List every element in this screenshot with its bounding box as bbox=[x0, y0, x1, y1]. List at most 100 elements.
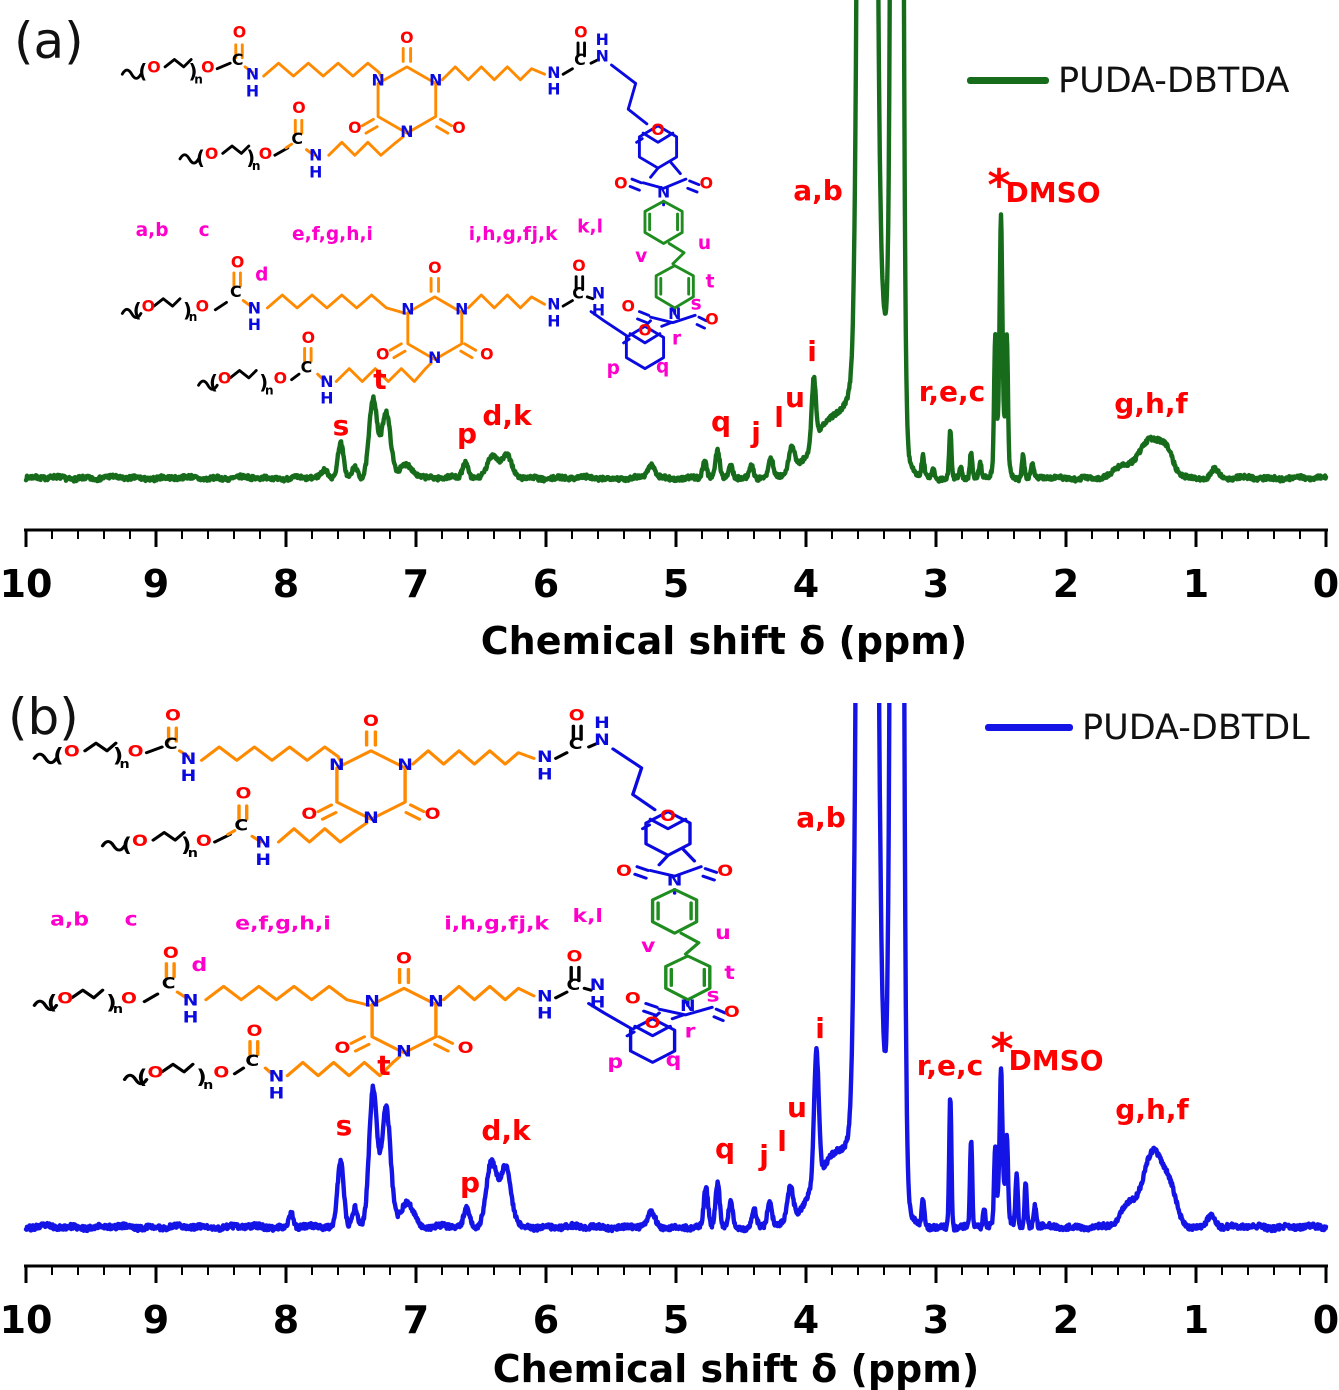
structure-atom: O bbox=[574, 23, 587, 42]
peak-label-b: d,k bbox=[481, 1114, 531, 1147]
structure-bond bbox=[100, 840, 127, 852]
structure-bond bbox=[657, 853, 670, 867]
structure-atom: N bbox=[547, 295, 560, 314]
peak-label-b: a,b bbox=[796, 801, 846, 834]
structure-atom: O bbox=[625, 990, 641, 1008]
structure-bond bbox=[688, 179, 701, 187]
structure-atom: ( bbox=[122, 834, 133, 857]
structure-bond bbox=[653, 1011, 661, 1019]
tick-label: 10 bbox=[0, 1298, 52, 1342]
structure-bond bbox=[561, 299, 574, 308]
structure-atom: O bbox=[700, 173, 713, 192]
structure-bond bbox=[650, 888, 699, 935]
structure-bond bbox=[440, 65, 546, 82]
structure-bond bbox=[152, 297, 182, 308]
tick-label: 0 bbox=[1313, 1298, 1339, 1342]
structure-bond bbox=[353, 1042, 371, 1053]
structure-bond bbox=[649, 166, 660, 179]
peak-label-b: l bbox=[777, 1125, 787, 1158]
peak-label-a: l bbox=[774, 401, 784, 434]
structure-bond bbox=[589, 58, 600, 65]
structure-atom: H bbox=[181, 767, 197, 785]
tick-label: 2 bbox=[1053, 1298, 1079, 1342]
structure-atom: ) bbox=[183, 299, 192, 322]
structure-bond bbox=[142, 992, 160, 1004]
panel-label-a: (a) bbox=[14, 12, 84, 70]
proton-annotation: e,f,g,h,i bbox=[235, 912, 331, 934]
structure-bond bbox=[657, 1005, 714, 1017]
structure-bond bbox=[641, 131, 675, 144]
structure-bond bbox=[120, 307, 143, 319]
structure-atom: O bbox=[57, 990, 73, 1008]
structure-bond bbox=[370, 986, 438, 1055]
structure-bond bbox=[645, 319, 653, 326]
structure-atom: C bbox=[164, 735, 178, 753]
structure-atom: N bbox=[657, 183, 670, 202]
structure-bond bbox=[667, 242, 686, 266]
structure-bond bbox=[285, 1055, 402, 1078]
structure-atom: N bbox=[309, 146, 322, 165]
structure-atom: O bbox=[165, 707, 181, 725]
structure-bond bbox=[463, 342, 478, 352]
structure-atom: O bbox=[616, 862, 632, 880]
structure-atom: O bbox=[724, 1003, 740, 1021]
tick-label: 10 bbox=[0, 562, 52, 606]
structure-atom: ) bbox=[113, 745, 124, 768]
peak-label-a: d,k bbox=[482, 399, 532, 432]
structure-atom: ( bbox=[47, 992, 58, 1015]
structure-bond bbox=[276, 821, 369, 844]
structure-bond bbox=[376, 65, 438, 135]
tick-label: 9 bbox=[143, 1298, 169, 1342]
structure-atom: C bbox=[569, 735, 583, 753]
structure-atom: O bbox=[205, 144, 218, 163]
structure-atom: ( bbox=[53, 745, 64, 768]
structure-atom: N bbox=[594, 731, 610, 749]
structure-bond bbox=[226, 829, 237, 836]
structure-atom: H bbox=[320, 389, 333, 408]
structure-atom: ) bbox=[189, 60, 198, 83]
structure-atom: O bbox=[235, 784, 251, 802]
structure-atom: H bbox=[594, 714, 610, 732]
structure-atom: N bbox=[255, 834, 271, 852]
structure-bond bbox=[643, 199, 684, 245]
structure-bond bbox=[587, 1002, 633, 1030]
peak-label-a: i bbox=[807, 335, 817, 368]
structure-bond bbox=[199, 745, 345, 766]
structure-bond bbox=[83, 741, 118, 753]
structure-atom: N bbox=[455, 299, 468, 318]
structure-atom: N bbox=[429, 70, 442, 89]
structure-bond bbox=[160, 1062, 195, 1074]
structure-atom: O bbox=[147, 1064, 163, 1082]
peak-label-a: t bbox=[373, 363, 387, 396]
structure-bond bbox=[459, 349, 474, 360]
structure-bond bbox=[435, 125, 450, 135]
structure-atom: C bbox=[234, 817, 248, 835]
tick-label: 1 bbox=[1183, 1298, 1209, 1342]
structure-bond bbox=[637, 310, 651, 317]
structure-atom: N bbox=[400, 122, 413, 141]
proton-annotation: d bbox=[192, 954, 208, 976]
structure-bond bbox=[660, 321, 673, 328]
tick-label: 0 bbox=[1313, 562, 1339, 606]
structure-bond bbox=[262, 61, 385, 82]
tick-label: 7 bbox=[403, 562, 429, 606]
structure-atom: O bbox=[480, 345, 493, 364]
structure-bond bbox=[640, 823, 652, 831]
structure-bond bbox=[204, 984, 371, 1007]
structure-atom: O bbox=[218, 368, 231, 387]
structure-atom: H bbox=[537, 765, 553, 783]
structure-atom: O bbox=[428, 258, 441, 277]
tick-label: 1 bbox=[1183, 562, 1209, 606]
structure-atom: N bbox=[596, 46, 609, 65]
structure-bond bbox=[70, 988, 105, 1000]
structure-bond bbox=[681, 848, 697, 863]
structure-atom: N bbox=[371, 70, 384, 89]
structure-atom: N bbox=[396, 1043, 412, 1061]
proton-annotation: t bbox=[724, 961, 735, 983]
structure-bond bbox=[587, 741, 600, 749]
structure-atom: O bbox=[231, 253, 244, 272]
peak-label-a: u bbox=[785, 381, 805, 414]
tick-label: 3 bbox=[923, 1298, 949, 1342]
